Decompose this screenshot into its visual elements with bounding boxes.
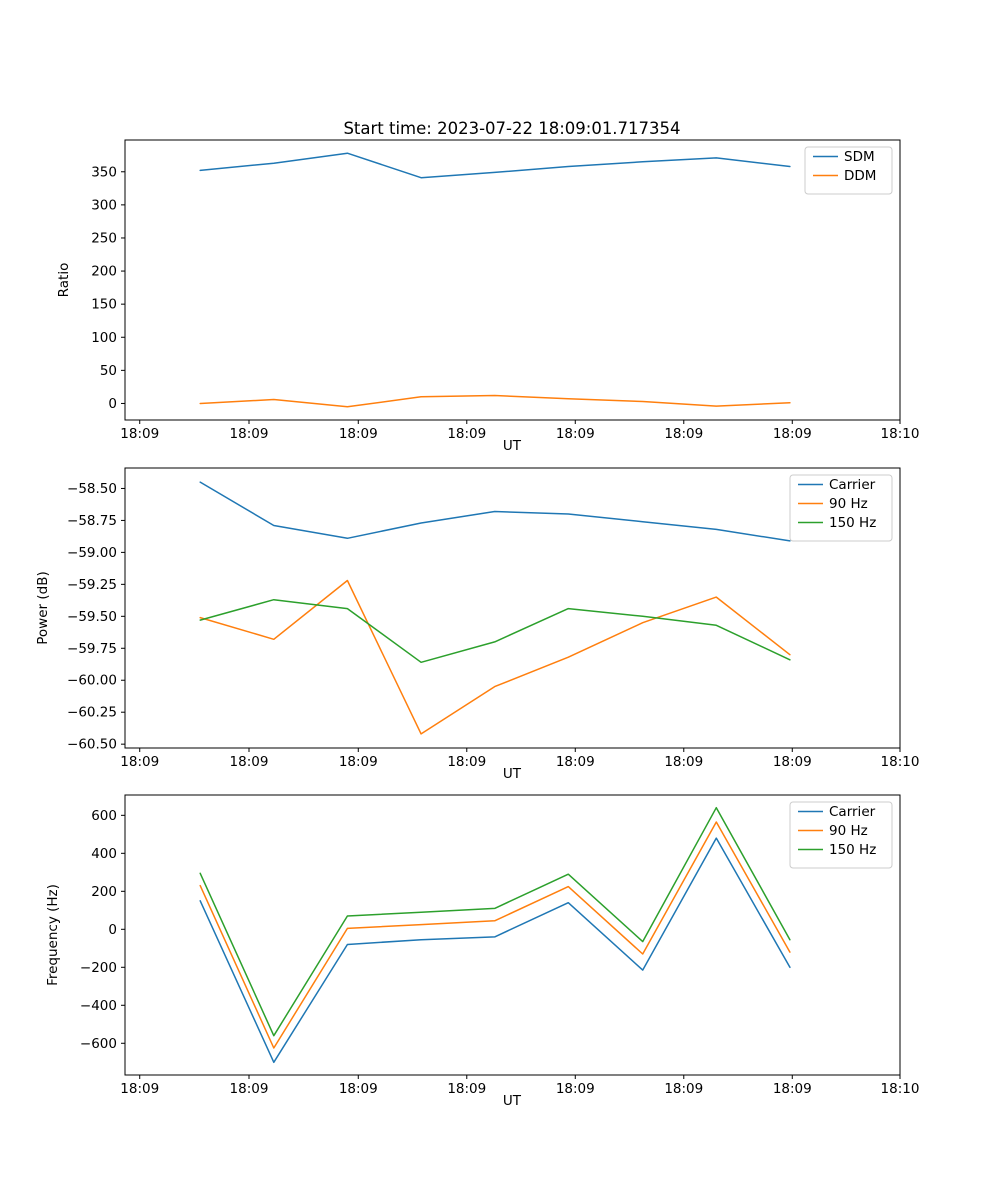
x-tick-label: 18:09 (339, 754, 378, 770)
y-tick-label: −600 (80, 1036, 117, 1052)
x-tick-label: 18:09 (339, 426, 378, 442)
x-tick-label: 18:09 (664, 1081, 703, 1097)
y-tick-label: 50 (100, 363, 117, 379)
legend-label: SDM (844, 149, 875, 165)
x-tick-label: 18:09 (556, 426, 595, 442)
y-tick-label: −400 (80, 998, 117, 1014)
legend-label: Carrier (829, 804, 876, 820)
x-tick-label: 18:09 (230, 1081, 269, 1097)
x-tick-label: 18:09 (120, 1081, 159, 1097)
x-tick-label: 18:09 (773, 1081, 812, 1097)
frequency-chart: Frequency (Hz) UT −600 −400 −200 0 200 400 600… (45, 794, 920, 1109)
frequency-legend (789, 801, 893, 869)
figure-title: Start time: 2023-07-22 18:09:01.717354 (343, 119, 680, 138)
y-tick-label: 600 (91, 808, 117, 824)
frequency-ylabel: Frequency (Hz) (45, 884, 61, 986)
y-tick-label: −58.75 (67, 513, 117, 529)
y-tick-label: 0 (108, 922, 117, 938)
legend-label: 150 Hz (829, 842, 876, 858)
power-series-90-hz (199, 579, 791, 735)
power-ylabel: Power (dB) (35, 571, 51, 644)
power-series-carrier (199, 481, 791, 542)
y-tick-label: −59.75 (67, 641, 117, 657)
x-tick-label: 18:09 (230, 426, 269, 442)
x-tick-label: 18:09 (664, 426, 703, 442)
y-tick-label: 300 (91, 197, 117, 213)
y-tick-label: 150 (91, 297, 117, 313)
y-tick-label: 350 (91, 164, 117, 180)
x-tick-label: 18:09 (664, 754, 703, 770)
y-tick-label: −59.00 (67, 545, 117, 561)
ratio-ylabel: Ratio (56, 263, 72, 298)
x-tick-label: 18:10 (881, 1081, 920, 1097)
power-series-150-hz (199, 598, 791, 664)
ratio-plot-area: 0 50 100 150 200 250 300 350 18:09 18:09 18:09 18:0… (91, 139, 920, 442)
x-tick-label: 18:09 (230, 754, 269, 770)
x-tick-label: 18:09 (773, 754, 812, 770)
y-tick-label: 200 (91, 264, 117, 280)
y-tick-label: −200 (80, 960, 117, 976)
y-tick-label: 400 (91, 846, 117, 862)
legend-label: 90 Hz (829, 496, 868, 512)
frequency-series-carrier (199, 837, 791, 1064)
y-tick-label: −58.50 (67, 481, 117, 497)
x-tick-label: 18:09 (120, 754, 159, 770)
power-xlabel: UT (503, 766, 522, 782)
ratio-series-sdm (199, 152, 791, 179)
x-tick-label: 18:09 (556, 1081, 595, 1097)
frequency-series-150-hz (199, 806, 791, 1037)
frequency-series-90-hz (199, 821, 791, 1049)
legend-label: 150 Hz (829, 515, 876, 531)
x-tick-label: 18:09 (773, 426, 812, 442)
y-tick-label: 200 (91, 884, 117, 900)
ratio-axes-frame (124, 139, 901, 421)
ratio-chart: Start time: 2023-07-22 18:09:01.717354 R… (56, 119, 920, 454)
legend-label: Carrier (829, 477, 876, 493)
frequency-axes-frame (124, 794, 901, 1076)
ratio-xlabel: UT (503, 438, 522, 454)
y-tick-label: −60.25 (67, 705, 117, 721)
x-tick-label: 18:09 (339, 1081, 378, 1097)
legend-label: 90 Hz (829, 823, 868, 839)
power-legend (789, 474, 893, 542)
power-chart: Power (dB) UT −60.50 −60.25 −60.00 −59.75 −5… (35, 467, 920, 782)
x-tick-label: 18:10 (881, 754, 920, 770)
y-tick-label: 100 (91, 330, 117, 346)
power-plot-area: −60.50 −60.25 −60.00 −59.75 −59.50 −59.25 −59.… (67, 467, 920, 770)
y-tick-label: 0 (108, 396, 117, 412)
frequency-xlabel: UT (503, 1093, 522, 1109)
x-tick-label: 18:09 (120, 426, 159, 442)
x-tick-label: 18:09 (447, 1081, 486, 1097)
x-tick-label: 18:09 (556, 754, 595, 770)
x-tick-label: 18:09 (447, 426, 486, 442)
y-tick-label: −59.25 (67, 577, 117, 593)
y-tick-label: −59.50 (67, 609, 117, 625)
frequency-plot-area: −600 −400 −200 0 200 400 600 18:09 18:09 18:09 18:… (80, 794, 920, 1097)
ratio-series-ddm (199, 394, 791, 408)
power-axes-frame (124, 467, 901, 749)
x-tick-label: 18:10 (881, 426, 920, 442)
ratio-legend (804, 146, 893, 195)
y-tick-label: −60.50 (67, 737, 117, 753)
y-tick-label: −60.00 (67, 673, 117, 689)
x-tick-label: 18:09 (447, 754, 486, 770)
legend-label: DDM (844, 168, 876, 184)
y-tick-label: 250 (91, 230, 117, 246)
